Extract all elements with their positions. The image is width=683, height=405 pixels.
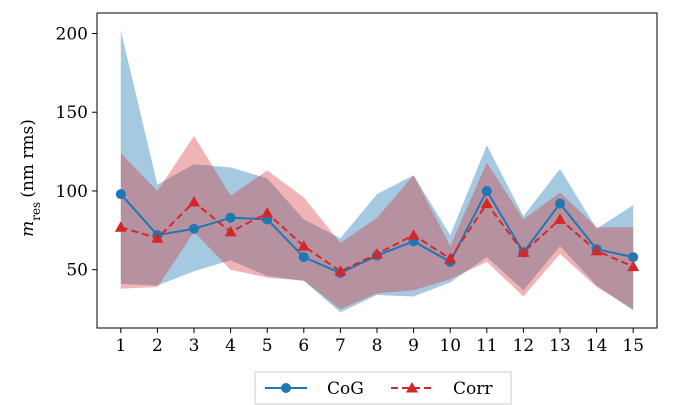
point-corr-5 <box>261 207 274 218</box>
point-corr-7 <box>334 265 347 276</box>
point-corr-10 <box>444 252 457 264</box>
point-corr-3 <box>187 196 200 207</box>
y-axis-label-unit: (nm rms) <box>18 119 38 198</box>
x-tick-label-13: 13 <box>549 336 571 356</box>
y-tick-label-150: 150 <box>56 103 88 123</box>
point-corr-8 <box>371 247 383 259</box>
point-cog-11 <box>481 185 492 196</box>
point-cog-15 <box>628 252 639 263</box>
y-tick-label-50: 50 <box>66 261 88 281</box>
x-tick-label-1: 1 <box>115 336 126 356</box>
legend-label-corr: Corr <box>453 379 493 399</box>
x-tick-label-5: 5 <box>262 336 273 356</box>
point-corr-1 <box>114 221 127 232</box>
point-corr-14 <box>590 244 603 256</box>
series-markers <box>114 185 640 278</box>
x-tick-label-2: 2 <box>152 336 163 356</box>
x-tick-label-9: 9 <box>408 336 419 356</box>
x-tick-label-3: 3 <box>189 336 200 356</box>
point-cog-4 <box>225 212 236 223</box>
x-tick-label-8: 8 <box>372 336 383 356</box>
point-cog-3 <box>188 223 199 234</box>
y-tick-label-100: 100 <box>56 182 88 202</box>
y-axis-label-symbol: m <box>18 221 38 237</box>
x-tick-label-7: 7 <box>335 336 346 356</box>
point-cog-1 <box>115 189 126 200</box>
band-cog <box>120 30 634 313</box>
legend: CoG Corr <box>254 371 512 405</box>
confidence-bands <box>120 30 634 313</box>
x-tick-label-6: 6 <box>298 336 309 356</box>
point-corr-15 <box>627 260 640 272</box>
point-corr-11 <box>480 197 493 209</box>
y-axis-label-subscript: res <box>29 202 43 221</box>
x-tick-label-15: 15 <box>622 336 644 356</box>
y-axis: 50 100 150 200 <box>56 24 97 281</box>
band-corr <box>120 135 634 310</box>
x-tick-label-10: 10 <box>439 336 461 356</box>
point-corr-6 <box>297 240 310 251</box>
x-tick-label-14: 14 <box>586 336 608 356</box>
legend-label-cog: CoG <box>327 379 364 399</box>
point-corr-9 <box>407 229 420 240</box>
y-tick-label-200: 200 <box>56 24 88 44</box>
point-cog-13 <box>555 198 566 209</box>
point-corr-12 <box>517 246 530 257</box>
legend-marker-corr <box>406 382 418 393</box>
point-corr-2 <box>151 232 164 243</box>
x-tick-label-11: 11 <box>476 336 498 356</box>
point-cog-6 <box>298 252 309 263</box>
point-corr-4 <box>224 225 237 237</box>
legend-marker-cog <box>281 383 291 393</box>
y-axis-label: mres (nm rms) <box>18 119 43 237</box>
x-tick-label-4: 4 <box>225 336 236 356</box>
x-tick-label-12: 12 <box>513 336 535 356</box>
x-axis: 1 2 3 4 5 6 7 8 9 10 11 12 13 14 15 <box>115 328 644 356</box>
point-corr-13 <box>554 213 567 224</box>
